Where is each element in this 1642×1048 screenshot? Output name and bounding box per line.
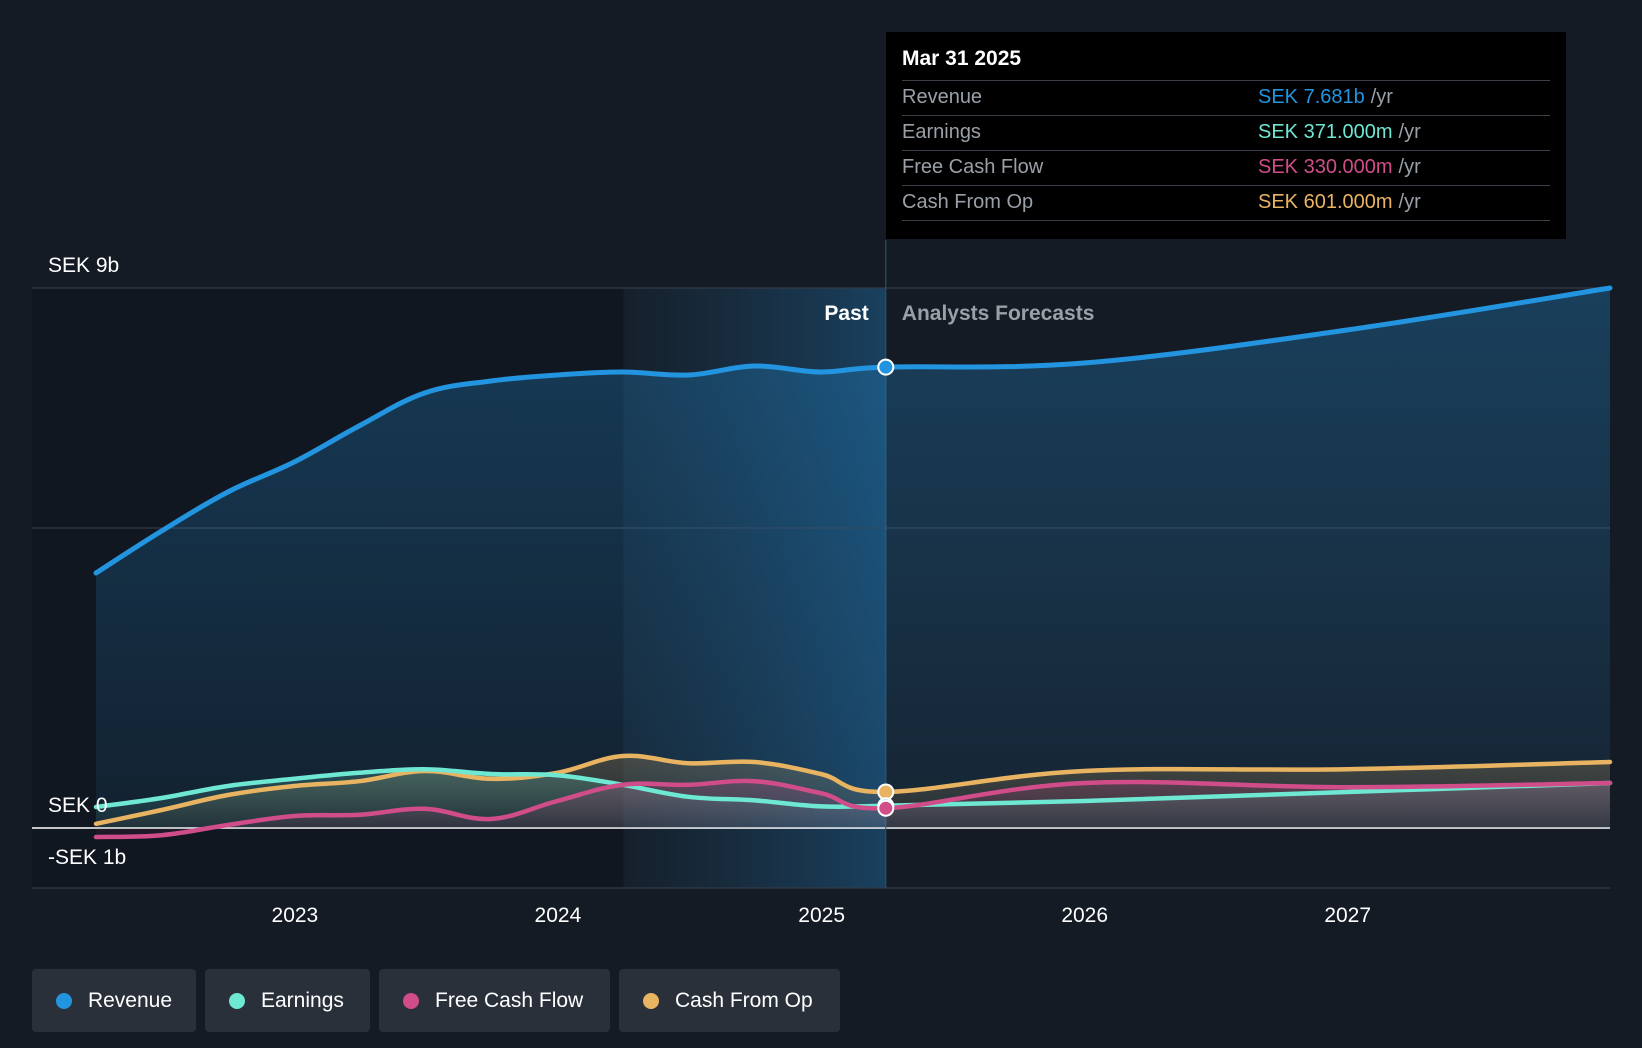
revenue-point [877,358,895,376]
legend-dot-icon [403,992,419,1009]
x-tick-label: 2025 [798,904,845,927]
chart-plot: SEK 9b SEK 0 -SEK 1b 2023 2024 2025 2026 2027 Pa… [32,240,1613,927]
forecast-label: Analysts Forecasts [902,302,1095,325]
y-tick-label: SEK 0 [48,794,108,817]
cash-from-op-point [877,783,895,801]
legend-label: Free Cash Flow [435,988,584,1012]
x-tick-label: 2026 [1061,904,1108,927]
tooltip-row-free-cash-flow: Free Cash Flow SEK 330.000m /yr [902,150,1550,185]
tooltip-label: Revenue [902,86,983,108]
legend-dot-icon [56,992,72,1009]
tooltip-unit: /yr [1398,121,1421,143]
legend-label: Cash From Op [675,988,813,1012]
tooltip-date: Mar 31 2025 [902,47,1022,70]
legend: Revenue Earnings Free Cash Flow Cash Fro… [32,969,840,1032]
tooltip-row-cash-from-op: Cash From Op SEK 601.000m /yr [902,185,1550,221]
free-cash-flow-point [877,799,895,817]
legend-item-earnings[interactable]: Earnings [205,969,370,1032]
x-tick-label: 2024 [535,904,582,927]
tooltip-unit: /yr [1370,86,1393,108]
tooltip-row-revenue: Revenue SEK 7.681b /yr [902,80,1550,115]
tooltip-value: SEK 330.000m [1258,156,1393,178]
free-cash-flow-line [93,778,1613,840]
tooltip-unit: /yr [1398,191,1421,213]
legend-item-cash-from-op[interactable]: Cash From Op [619,969,840,1032]
y-tick-label: -SEK 1b [48,846,126,869]
tooltip-row-earnings: Earnings SEK 371.000m /yr [902,115,1550,150]
tooltip: Mar 31 2025 Revenue SEK 7.681b /yr Earni… [886,32,1566,239]
earnings-line [93,766,1613,810]
past-label: Past [824,302,868,325]
tooltip-unit: /yr [1398,156,1421,178]
legend-item-free-cash-flow[interactable]: Free Cash Flow [379,969,610,1032]
tooltip-value: SEK 7.681b [1258,86,1365,108]
x-tick-label: 2027 [1324,904,1371,927]
x-tick-label: 2023 [272,904,319,927]
cash-from-op-line [93,753,1613,827]
legend-label: Revenue [87,988,172,1012]
tooltip-value: SEK 371.000m [1258,121,1393,143]
tooltip-value: SEK 601.000m [1258,191,1393,213]
revenue-area [96,288,1610,828]
tooltip-label: Cash From Op [902,191,1034,213]
tooltip-label: Free Cash Flow [902,156,1044,178]
tooltip-label: Earnings [902,121,981,143]
legend-label: Earnings [261,988,344,1012]
revenue-line [93,285,1613,576]
y-tick-label: SEK 9b [48,254,119,277]
legend-item-revenue[interactable]: Revenue [32,969,196,1032]
legend-dot-icon [643,992,659,1009]
legend-dot-icon [229,992,245,1009]
